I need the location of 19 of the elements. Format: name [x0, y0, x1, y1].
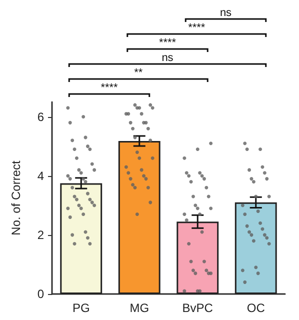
bar	[234, 202, 277, 294]
text: ****	[100, 82, 119, 94]
y-tick-label: 4	[37, 168, 44, 183]
text: ****	[158, 37, 177, 49]
bar	[176, 222, 219, 294]
x-tick-label: OC	[246, 301, 266, 315]
y-tick-label: 2	[37, 228, 44, 242]
y-tick-label: 6	[37, 110, 44, 124]
text: ns	[220, 7, 232, 19]
text: ****	[188, 22, 206, 34]
x-tick-label: PG	[72, 301, 90, 315]
bar	[118, 140, 160, 294]
text: **	[134, 67, 144, 79]
y-tick-label: 0	[37, 287, 44, 301]
text: ns	[162, 52, 174, 64]
x-tick-label: MG	[130, 301, 150, 315]
x-tick-label: BvPC	[182, 301, 214, 315]
y-axis-title: No. of Correct	[9, 160, 23, 236]
bar	[60, 183, 102, 294]
